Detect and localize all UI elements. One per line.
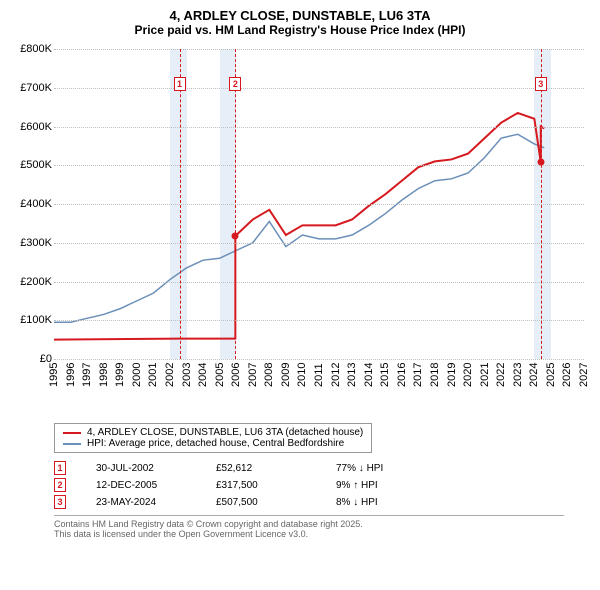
x-axis-label: 2025 <box>545 363 557 403</box>
event-number: 3 <box>54 495 66 509</box>
event-price: £52,612 <box>216 463 306 474</box>
y-axis-label: £200K <box>10 276 52 288</box>
x-axis-label: 2021 <box>479 363 491 403</box>
x-axis-label: 1998 <box>98 363 110 403</box>
y-axis-label: £700K <box>10 82 52 94</box>
x-axis-label: 1996 <box>65 363 77 403</box>
x-axis-label: 2026 <box>561 363 573 403</box>
event-row: 1 30-JUL-2002 £52,612 77% ↓ HPI <box>54 461 590 475</box>
event-marker: 3 <box>535 77 547 91</box>
event-marker: 2 <box>229 77 241 91</box>
attribution: Contains HM Land Registry data © Crown c… <box>54 515 564 539</box>
event-number: 2 <box>54 478 66 492</box>
chart-subtitle: Price paid vs. HM Land Registry's House … <box>10 23 590 37</box>
event-line <box>235 49 236 359</box>
event-delta: 77% ↓ HPI <box>336 463 416 474</box>
event-delta: 9% ↑ HPI <box>336 480 416 491</box>
x-axis-label: 2019 <box>446 363 458 403</box>
event-row: 3 23-MAY-2024 £507,500 8% ↓ HPI <box>54 495 590 509</box>
x-axis-label: 2024 <box>528 363 540 403</box>
event-delta: 8% ↓ HPI <box>336 497 416 508</box>
gridline <box>54 127 584 128</box>
x-axis-label: 2007 <box>247 363 259 403</box>
y-axis-label: £400K <box>10 198 52 210</box>
x-axis-label: 2006 <box>230 363 242 403</box>
event-number: 1 <box>54 461 66 475</box>
chart-legend: 4, ARDLEY CLOSE, DUNSTABLE, LU6 3TA (det… <box>54 423 372 453</box>
x-axis-label: 2009 <box>280 363 292 403</box>
y-axis-label: £0 <box>10 353 52 365</box>
x-axis-label: 1997 <box>81 363 93 403</box>
x-axis-label: 2010 <box>296 363 308 403</box>
x-axis-label: 2003 <box>181 363 193 403</box>
sale-marker <box>537 159 544 166</box>
attribution-line: Contains HM Land Registry data © Crown c… <box>54 519 564 529</box>
x-axis-label: 2020 <box>462 363 474 403</box>
x-axis-label: 2002 <box>164 363 176 403</box>
gridline <box>54 359 584 360</box>
x-axis-label: 2005 <box>214 363 226 403</box>
event-marker: 1 <box>174 77 186 91</box>
gridline <box>54 282 584 283</box>
x-axis-label: 2014 <box>363 363 375 403</box>
x-axis-label: 2001 <box>147 363 159 403</box>
gridline <box>54 49 584 50</box>
x-axis-label: 2027 <box>578 363 590 403</box>
event-date: 30-JUL-2002 <box>96 463 186 474</box>
x-axis-label: 2011 <box>313 363 325 403</box>
legend-swatch <box>63 443 81 445</box>
gridline <box>54 243 584 244</box>
y-axis-label: £100K <box>10 314 52 326</box>
event-date: 12-DEC-2005 <box>96 480 186 491</box>
chart-title: 4, ARDLEY CLOSE, DUNSTABLE, LU6 3TA <box>10 8 590 23</box>
x-axis-label: 1999 <box>114 363 126 403</box>
y-axis-label: £500K <box>10 159 52 171</box>
x-axis-label: 2017 <box>412 363 424 403</box>
x-axis-label: 2018 <box>429 363 441 403</box>
legend-label: 4, ARDLEY CLOSE, DUNSTABLE, LU6 3TA (det… <box>87 427 363 438</box>
event-line <box>541 49 542 359</box>
x-axis-label: 2012 <box>330 363 342 403</box>
legend-label: HPI: Average price, detached house, Cent… <box>87 438 344 449</box>
x-axis-label: 2008 <box>263 363 275 403</box>
x-axis-label: 2013 <box>346 363 358 403</box>
x-axis-label: 2022 <box>495 363 507 403</box>
legend-row: 4, ARDLEY CLOSE, DUNSTABLE, LU6 3TA (det… <box>63 427 363 438</box>
y-axis-label: £300K <box>10 237 52 249</box>
plot-area: 1 2 3 <box>54 49 584 359</box>
legend-row: HPI: Average price, detached house, Cent… <box>63 438 363 449</box>
x-axis-label: 2016 <box>396 363 408 403</box>
x-axis-label: 2023 <box>512 363 524 403</box>
event-row: 2 12-DEC-2005 £317,500 9% ↑ HPI <box>54 478 590 492</box>
legend-swatch <box>63 432 81 434</box>
chart: £0 £100K £200K £300K £400K £500K £600K £700K £80… <box>10 41 590 421</box>
x-axis-label: 2000 <box>131 363 143 403</box>
y-axis-label: £800K <box>10 43 52 55</box>
gridline <box>54 165 584 166</box>
event-price: £317,500 <box>216 480 306 491</box>
x-axis-label: 2015 <box>379 363 391 403</box>
attribution-line: This data is licensed under the Open Gov… <box>54 529 564 539</box>
gridline <box>54 88 584 89</box>
y-axis-label: £600K <box>10 121 52 133</box>
x-axis-label: 2004 <box>197 363 209 403</box>
gridline <box>54 204 584 205</box>
event-date: 23-MAY-2024 <box>96 497 186 508</box>
sale-marker <box>232 232 239 239</box>
event-line <box>180 49 181 359</box>
gridline <box>54 320 584 321</box>
events-table: 1 30-JUL-2002 £52,612 77% ↓ HPI 2 12-DEC-2005… <box>54 461 590 509</box>
x-axis-label: 1995 <box>48 363 60 403</box>
event-price: £507,500 <box>216 497 306 508</box>
